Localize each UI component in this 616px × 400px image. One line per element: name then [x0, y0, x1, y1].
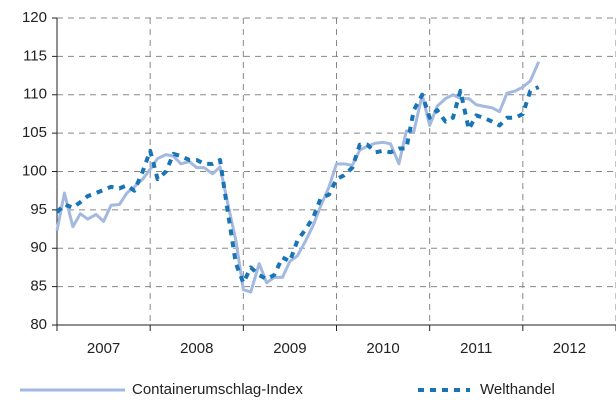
y-tick-label: 105 [22, 124, 47, 141]
y-tick-label: 120 [22, 9, 47, 26]
y-tick-label: 115 [23, 47, 47, 64]
series-line [55, 85, 540, 285]
x-tick-label: 2008 [180, 340, 213, 357]
y-tick-label: 110 [23, 86, 47, 103]
x-tick-label: 2011 [460, 340, 492, 357]
x-tick-label: 2009 [273, 340, 306, 357]
legend-label: Containerumschlag-Index [132, 381, 303, 398]
y-tick-label: 100 [22, 162, 47, 179]
y-tick-label: 80 [30, 316, 47, 333]
y-tick-label: 90 [30, 239, 47, 256]
x-tick-label: 2010 [366, 340, 399, 357]
x-tick-label: 2012 [553, 340, 586, 357]
series-line [55, 61, 541, 294]
y-tick-label: 95 [30, 201, 47, 218]
x-tick-label: 2007 [87, 340, 120, 357]
y-tick-label: 85 [30, 278, 47, 295]
legend-label: Welthandel [480, 381, 555, 398]
